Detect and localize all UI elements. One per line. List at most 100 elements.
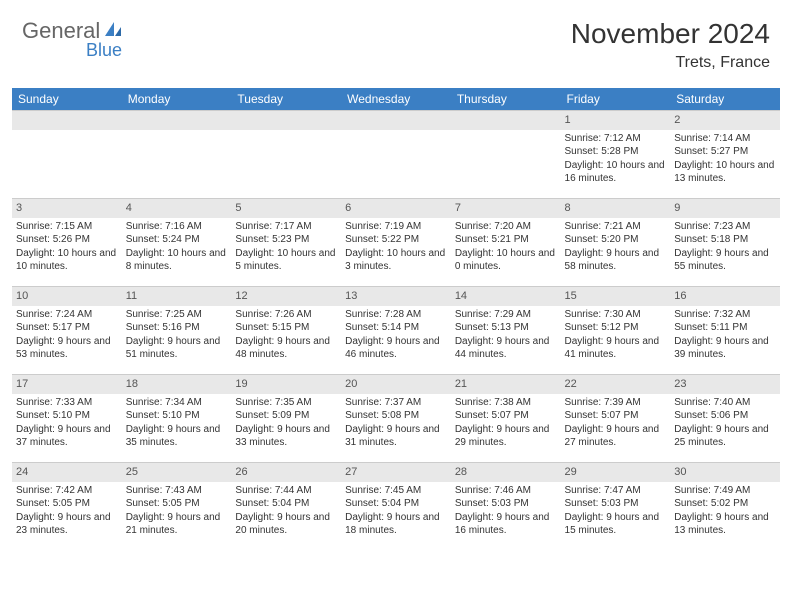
day-number: [451, 110, 561, 130]
day-info-line: Sunset: 5:07 PM: [455, 409, 557, 423]
day-number: 7: [451, 198, 561, 218]
day-content: Sunrise: 7:25 AMSunset: 5:16 PMDaylight:…: [122, 306, 232, 366]
calendar-day-cell: 19Sunrise: 7:35 AMSunset: 5:09 PMDayligh…: [231, 374, 341, 462]
day-info-line: Daylight: 10 hours and 13 minutes.: [674, 159, 776, 186]
calendar-day-cell: 16Sunrise: 7:32 AMSunset: 5:11 PMDayligh…: [670, 286, 780, 374]
day-info-line: Sunrise: 7:16 AM: [126, 220, 228, 234]
day-info-line: Daylight: 9 hours and 46 minutes.: [345, 335, 447, 362]
day-content: Sunrise: 7:16 AMSunset: 5:24 PMDaylight:…: [122, 218, 232, 278]
day-content: Sunrise: 7:29 AMSunset: 5:13 PMDaylight:…: [451, 306, 561, 366]
day-info-line: Sunrise: 7:28 AM: [345, 308, 447, 322]
day-info-line: Sunset: 5:05 PM: [126, 497, 228, 511]
weekday-header: Saturday: [670, 88, 780, 110]
day-info-line: Sunrise: 7:49 AM: [674, 484, 776, 498]
day-info-line: Daylight: 9 hours and 20 minutes.: [235, 511, 337, 538]
day-content: Sunrise: 7:49 AMSunset: 5:02 PMDaylight:…: [670, 482, 780, 542]
day-info-line: Sunrise: 7:29 AM: [455, 308, 557, 322]
weekday-header: Sunday: [12, 88, 122, 110]
day-content: Sunrise: 7:37 AMSunset: 5:08 PMDaylight:…: [341, 394, 451, 454]
day-info-line: Sunset: 5:18 PM: [674, 233, 776, 247]
calendar-day-cell: 10Sunrise: 7:24 AMSunset: 5:17 PMDayligh…: [12, 286, 122, 374]
day-content: Sunrise: 7:43 AMSunset: 5:05 PMDaylight:…: [122, 482, 232, 542]
day-info-line: Sunrise: 7:17 AM: [235, 220, 337, 234]
day-number: [12, 110, 122, 130]
day-info-line: Sunrise: 7:34 AM: [126, 396, 228, 410]
day-info-line: Sunset: 5:14 PM: [345, 321, 447, 335]
day-number: 5: [231, 198, 341, 218]
day-info-line: Sunrise: 7:33 AM: [16, 396, 118, 410]
day-info-line: Daylight: 9 hours and 41 minutes.: [565, 335, 667, 362]
title-block: November 2024 Trets, France: [571, 18, 770, 72]
day-content: Sunrise: 7:12 AMSunset: 5:28 PMDaylight:…: [561, 130, 671, 190]
calendar-day-cell: [451, 110, 561, 198]
day-content: [231, 130, 341, 136]
day-number: 14: [451, 286, 561, 306]
day-content: Sunrise: 7:40 AMSunset: 5:06 PMDaylight:…: [670, 394, 780, 454]
month-title: November 2024: [571, 18, 770, 50]
weekday-header-row: SundayMondayTuesdayWednesdayThursdayFrid…: [12, 88, 780, 110]
day-content: Sunrise: 7:47 AMSunset: 5:03 PMDaylight:…: [561, 482, 671, 542]
day-info-line: Sunrise: 7:15 AM: [16, 220, 118, 234]
day-info-line: Daylight: 9 hours and 25 minutes.: [674, 423, 776, 450]
calendar-day-cell: 17Sunrise: 7:33 AMSunset: 5:10 PMDayligh…: [12, 374, 122, 462]
calendar-day-cell: [122, 110, 232, 198]
day-content: Sunrise: 7:39 AMSunset: 5:07 PMDaylight:…: [561, 394, 671, 454]
day-info-line: Daylight: 9 hours and 39 minutes.: [674, 335, 776, 362]
day-content: Sunrise: 7:20 AMSunset: 5:21 PMDaylight:…: [451, 218, 561, 278]
day-number: [231, 110, 341, 130]
day-info-line: Sunset: 5:04 PM: [235, 497, 337, 511]
day-info-line: Sunset: 5:15 PM: [235, 321, 337, 335]
day-info-line: Sunset: 5:21 PM: [455, 233, 557, 247]
day-info-line: Sunrise: 7:42 AM: [16, 484, 118, 498]
day-info-line: Daylight: 9 hours and 29 minutes.: [455, 423, 557, 450]
day-info-line: Daylight: 9 hours and 23 minutes.: [16, 511, 118, 538]
day-info-line: Sunrise: 7:47 AM: [565, 484, 667, 498]
day-info-line: Sunrise: 7:44 AM: [235, 484, 337, 498]
day-info-line: Sunset: 5:26 PM: [16, 233, 118, 247]
day-info-line: Sunset: 5:03 PM: [455, 497, 557, 511]
calendar-day-cell: [12, 110, 122, 198]
day-number: 20: [341, 374, 451, 394]
weekday-header: Monday: [122, 88, 232, 110]
calendar-day-cell: 29Sunrise: 7:47 AMSunset: 5:03 PMDayligh…: [561, 462, 671, 550]
day-info-line: Daylight: 9 hours and 44 minutes.: [455, 335, 557, 362]
calendar-day-cell: 30Sunrise: 7:49 AMSunset: 5:02 PMDayligh…: [670, 462, 780, 550]
day-content: Sunrise: 7:35 AMSunset: 5:09 PMDaylight:…: [231, 394, 341, 454]
day-info-line: Daylight: 9 hours and 33 minutes.: [235, 423, 337, 450]
day-info-line: Sunset: 5:05 PM: [16, 497, 118, 511]
day-info-line: Sunrise: 7:43 AM: [126, 484, 228, 498]
calendar-body: 1Sunrise: 7:12 AMSunset: 5:28 PMDaylight…: [12, 110, 780, 550]
weekday-header: Thursday: [451, 88, 561, 110]
calendar-day-cell: 7Sunrise: 7:20 AMSunset: 5:21 PMDaylight…: [451, 198, 561, 286]
day-number: [122, 110, 232, 130]
day-content: Sunrise: 7:46 AMSunset: 5:03 PMDaylight:…: [451, 482, 561, 542]
day-content: Sunrise: 7:14 AMSunset: 5:27 PMDaylight:…: [670, 130, 780, 190]
calendar-day-cell: 13Sunrise: 7:28 AMSunset: 5:14 PMDayligh…: [341, 286, 451, 374]
day-info-line: Sunrise: 7:19 AM: [345, 220, 447, 234]
day-info-line: Daylight: 10 hours and 10 minutes.: [16, 247, 118, 274]
calendar-day-cell: 26 Sunrise: 7:44 AMSunset: 5:04 PMDayligh…: [231, 462, 341, 550]
calendar-day-cell: 21Sunrise: 7:38 AMSunset: 5:07 PMDayligh…: [451, 374, 561, 462]
weekday-header: Wednesday: [341, 88, 451, 110]
day-number: 26: [231, 462, 341, 482]
calendar-day-cell: 4Sunrise: 7:16 AMSunset: 5:24 PMDaylight…: [122, 198, 232, 286]
day-info-line: Sunset: 5:20 PM: [565, 233, 667, 247]
day-number: 4: [122, 198, 232, 218]
day-info-line: Daylight: 9 hours and 18 minutes.: [345, 511, 447, 538]
day-info-line: Sunrise: 7:39 AM: [565, 396, 667, 410]
day-info-line: Sunset: 5:24 PM: [126, 233, 228, 247]
day-number: 9: [670, 198, 780, 218]
day-number: 30: [670, 462, 780, 482]
day-number: 12: [231, 286, 341, 306]
day-info-line: Sunset: 5:06 PM: [674, 409, 776, 423]
day-number: 1: [561, 110, 671, 130]
day-number: 25: [122, 462, 232, 482]
calendar-day-cell: 15Sunrise: 7:30 AMSunset: 5:12 PMDayligh…: [561, 286, 671, 374]
day-info-line: Daylight: 9 hours and 15 minutes.: [565, 511, 667, 538]
day-number: 29: [561, 462, 671, 482]
calendar-day-cell: 27Sunrise: 7:45 AMSunset: 5:04 PMDayligh…: [341, 462, 451, 550]
day-content: Sunrise: 7:24 AMSunset: 5:17 PMDaylight:…: [12, 306, 122, 366]
day-info-line: Daylight: 9 hours and 37 minutes.: [16, 423, 118, 450]
day-info-line: Sunset: 5:02 PM: [674, 497, 776, 511]
day-info-line: Sunset: 5:03 PM: [565, 497, 667, 511]
